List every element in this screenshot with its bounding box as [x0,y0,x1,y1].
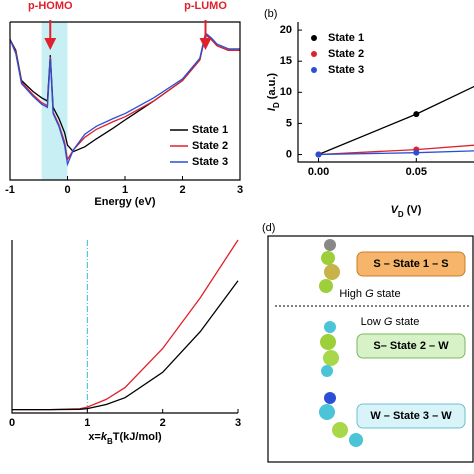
state-label: W – State 3 – W [370,410,452,422]
plot-area [315,85,474,158]
x-tick-label: 0.05 [406,166,427,178]
legend-label: State 2 [192,140,228,152]
legend-marker [311,67,317,73]
state-caption: High G state [339,288,400,300]
label-part: V [391,204,400,216]
legend-label: State 1 [192,124,228,136]
caption-part: High [339,288,365,300]
x-tick-label: 3 [237,184,243,196]
x-axis-label: Energy (eV) [94,196,155,208]
state-box [356,403,466,429]
axis-label: VD (V) [391,204,422,219]
label-part: x= [88,431,101,443]
y-tick-label: 20 [280,24,292,36]
y-tick-label: 15 [280,55,292,67]
caption-part: G [384,316,393,328]
label-part: I [266,107,278,111]
axis-label: x=kBT(kJ/mol) [88,431,162,446]
legend-label: State 3 [192,156,228,168]
caption-part: state [374,288,401,300]
x-tick-label: 2 [179,184,185,196]
shaded-region [41,22,68,180]
label-part: B [107,437,113,446]
legend-label: State 1 [328,32,364,44]
axis-label: ID (a.u.) [266,73,281,112]
y-tick-label: 0 [286,148,292,160]
x-tick-label: 3 [235,417,241,429]
annotation: p-HOMO [28,0,73,12]
label-part: (V) [404,204,422,216]
panel-label: (b) [264,8,277,20]
label-part: (a.u.) [266,73,278,103]
state-box [356,251,466,277]
label-part: k [101,431,108,443]
x-tick-label: 0.00 [308,166,329,178]
caption-part: Low [361,316,384,328]
y-tick-label: 10 [280,86,292,98]
point [413,111,420,118]
plot-area [12,239,239,411]
label-part: D [272,102,281,108]
label-part: D [398,210,404,219]
caption-part: state [392,316,419,328]
annotation: p-LUMO [184,0,227,12]
state-box [356,333,466,359]
legend-marker [311,51,317,57]
legend-marker [311,35,317,41]
series-line [12,239,239,411]
x-tick-label: 1 [122,184,128,196]
state-label: S– State 2 – W [373,340,449,352]
molecule-2 [320,321,339,377]
x-tick-label: -1 [5,184,15,196]
caption-part: G [365,288,374,300]
panel-label: (d) [262,222,275,234]
x-tick-label: 1 [84,417,90,429]
point [315,151,322,158]
molecule-3 [319,392,363,447]
legend-label: State 2 [328,48,364,60]
x-tick-label: 0 [64,184,70,196]
axes [297,22,474,163]
molecule-1 [319,239,340,293]
legend-label: State 3 [328,64,364,76]
series-line [12,280,239,411]
y-tick-label: 5 [286,117,292,129]
state-label: S – State 1 – S [373,258,448,270]
point [413,149,420,156]
x-tick-label: 2 [160,417,166,429]
diagram-frame [267,235,474,463]
label-part: T(kJ/mol) [113,431,162,443]
x-tick-label: 0 [9,417,15,429]
state-caption: Low G state [361,316,420,328]
series-line [318,85,474,156]
